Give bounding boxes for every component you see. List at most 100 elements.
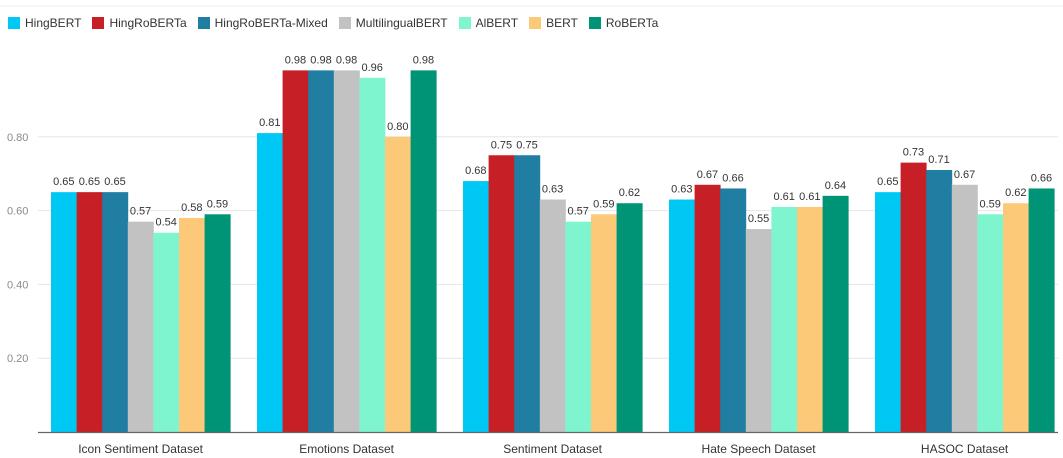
bar-hingbert [875,192,901,432]
data-label: 0.67 [954,169,975,181]
bar-albert [153,232,180,432]
data-label: 0.58 [181,202,202,214]
legend-label: HingBERT [25,16,82,30]
x-category-label: Icon Sentiment Dataset [78,442,203,456]
bar-roberta [1028,188,1055,432]
bar-multilingualbert [951,184,978,432]
legend-swatch [8,17,20,29]
bar-hingroberta-mixed [514,155,541,432]
bar-roberta [410,70,437,432]
legend-swatch [197,17,210,29]
bar-bert [1003,203,1029,432]
data-label: 0.65 [53,176,74,188]
data-label: 0.59 [207,198,228,210]
data-label: 0.67 [697,169,718,181]
bar-bert [385,136,411,433]
legend-swatch [529,17,542,29]
legend-label: HingRoBERTa-Mixed [214,16,328,30]
data-label: 0.54 [155,217,176,229]
bar-multilingualbert [127,221,154,432]
data-label: 0.59 [979,198,1000,210]
bar-albert [565,221,592,432]
bar-albert [771,206,798,432]
legend-label: HingRoBERTa [109,16,187,30]
data-label: 0.65 [877,176,898,188]
legend-label: RoBERTa [605,16,659,30]
data-label: 0.55 [748,213,769,225]
data-label: 0.68 [465,165,486,177]
data-label: 0.59 [593,198,614,210]
bar-multilingualbert [745,229,772,432]
legend-swatch [588,17,601,29]
data-label: 0.61 [773,191,794,203]
data-label: 0.66 [1031,172,1052,184]
data-label: 0.61 [799,191,820,203]
legend-item-hingroberta-mixed[interactable]: HingRoBERTa-Mixed [197,16,328,30]
data-label: 0.62 [619,187,640,199]
data-label: 0.98 [310,54,331,66]
data-label: 0.71 [928,154,949,166]
y-tick-label: 0.60 [7,206,28,218]
x-category-label: Sentiment Dataset [503,442,602,456]
bar-roberta [204,214,231,432]
legend-label: MultilingualBERT [355,16,448,30]
data-label: 0.96 [361,62,382,74]
x-category-label: Hate Speech Dataset [702,442,817,456]
data-label: 0.98 [413,54,434,66]
legend-swatch [338,17,351,29]
bar-hingroberta [76,192,103,432]
data-label: 0.98 [285,54,306,66]
x-category-label: HASOC Dataset [921,442,1009,456]
bar-hingbert [669,199,695,432]
data-label: 0.80 [387,121,408,133]
bar-hingbert [257,133,283,433]
data-label: 0.75 [491,139,512,151]
bar-hingroberta [488,155,515,432]
bar-roberta [822,195,849,432]
legend-item-multilingualbert[interactable]: MultilingualBERT [338,16,448,30]
bar-hingbert [51,192,77,432]
legend-label: AlBERT [475,16,519,30]
bar-albert [359,77,386,432]
bar-hingroberta-mixed [926,170,953,432]
bar-albert [977,214,1004,432]
bar-hingroberta [694,184,721,432]
legend: HingBERT HingRoBERTa HingRoBERTa-Mixed Mult… [8,14,669,32]
y-tick-label: 0.20 [7,353,28,365]
legend-label: BERT [546,16,578,30]
legend-item-roberta[interactable]: RoBERTa [588,16,659,30]
legend-item-bert[interactable]: BERT [529,16,578,30]
data-label: 0.73 [903,147,924,159]
bar-multilingualbert [539,199,566,432]
data-label: 0.98 [336,54,357,66]
bar-bert [591,214,617,432]
data-label: 0.63 [542,184,563,196]
legend-swatch [458,17,471,29]
data-label: 0.65 [104,176,125,188]
data-label: 0.81 [259,117,280,129]
bar-roberta [616,203,643,432]
bar-hingroberta-mixed [308,70,335,432]
data-label: 0.63 [671,184,692,196]
y-tick-label: 0.40 [7,279,28,291]
legend-item-albert[interactable]: AlBERT [458,16,519,30]
data-label: 0.65 [79,176,100,188]
data-label: 0.66 [722,172,743,184]
bar-hingroberta [282,70,309,432]
bar-bert [179,217,205,432]
data-label: 0.64 [825,180,846,192]
bar-hingroberta-mixed [102,192,129,432]
data-label: 0.57 [567,206,588,218]
data-label: 0.57 [130,206,151,218]
bar-hingroberta-mixed [720,188,747,432]
data-label: 0.75 [516,139,537,151]
legend-swatch [92,17,105,29]
legend-item-hingroberta[interactable]: HingRoBERTa [92,16,187,30]
legend-item-hingbert[interactable]: HingBERT [8,16,81,30]
bar-multilingualbert [333,70,360,432]
bar-hingroberta [900,162,927,432]
y-tick-label: 0.80 [7,132,28,144]
data-label: 0.62 [1005,187,1026,199]
